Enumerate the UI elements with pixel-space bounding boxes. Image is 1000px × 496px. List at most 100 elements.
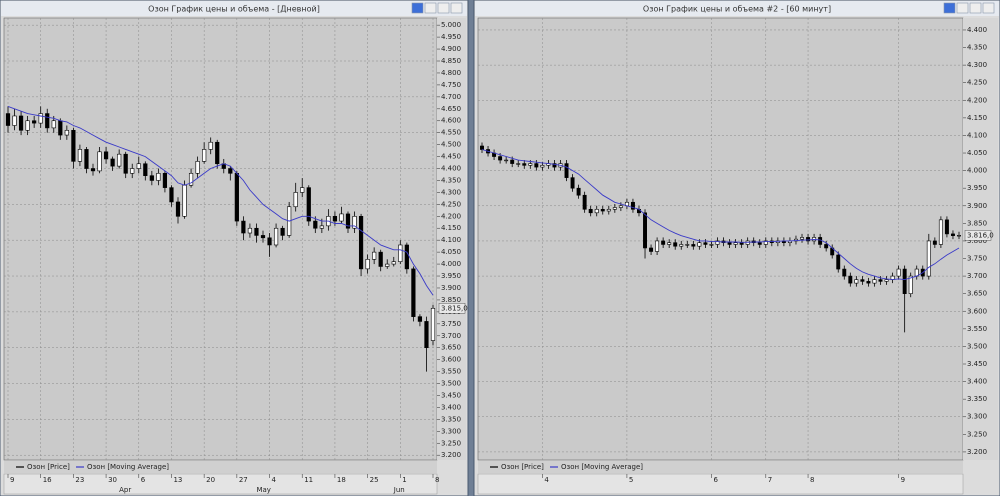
- y-tick-label: 3.400: [441, 403, 461, 411]
- month-label: May: [256, 486, 270, 494]
- y-tick-label: 3.950: [967, 184, 987, 192]
- candle-body: [950, 233, 955, 236]
- x-tick-label: 6: [713, 476, 718, 484]
- candle-body: [273, 227, 279, 246]
- y-tick-label: 4.200: [441, 212, 461, 220]
- candle-body: [84, 149, 89, 169]
- candle-body: [267, 237, 272, 246]
- x-tick-label: 5: [629, 476, 633, 484]
- y-tick-label: 4.450: [441, 153, 461, 161]
- candle-body: [103, 151, 109, 160]
- candle-body: [5, 113, 11, 126]
- candle-body: [540, 165, 545, 168]
- window-button[interactable]: [943, 2, 956, 14]
- window-title: Озон График цены и объема #2 - [60 минут…: [643, 5, 831, 14]
- window-button[interactable]: [982, 2, 995, 14]
- y-tick-label: 3.450: [967, 360, 987, 368]
- candle-body: [896, 268, 901, 277]
- legend-strip: [4, 461, 437, 473]
- candle-body: [45, 113, 50, 129]
- candle-body: [319, 225, 324, 229]
- y-tick-label: 3.200: [967, 448, 987, 456]
- candle-body: [733, 242, 738, 245]
- axis-strip: [437, 18, 466, 460]
- window-button[interactable]: [450, 2, 463, 14]
- candle-body: [143, 163, 148, 176]
- candle-body: [130, 168, 135, 174]
- last-price-label: 3.815,0: [441, 304, 468, 312]
- y-tick-label: 4.050: [967, 149, 987, 157]
- candle-body: [378, 251, 383, 267]
- y-tick-label: 4.350: [967, 44, 987, 52]
- y-tick-label: 3.600: [441, 356, 461, 364]
- candle-body: [12, 115, 17, 126]
- candle-body: [417, 316, 423, 322]
- candle-body: [842, 268, 847, 277]
- candle-body: [247, 227, 253, 234]
- candle-body: [884, 279, 889, 282]
- candle-body: [510, 159, 515, 164]
- candle-body: [430, 307, 436, 341]
- candle-body: [260, 235, 266, 239]
- candle-body: [685, 244, 690, 246]
- candle-body: [480, 145, 484, 150]
- candle-body: [926, 240, 931, 277]
- candle-body: [715, 240, 720, 245]
- y-tick-label: 3.800: [967, 237, 987, 245]
- y-tick-label: 3.300: [441, 427, 461, 435]
- y-tick-label: 5.000: [441, 21, 461, 29]
- y-tick-label: 4.250: [441, 200, 461, 208]
- y-tick-label: 3.750: [441, 320, 461, 328]
- candle-body: [902, 268, 907, 294]
- y-tick-label: 3.500: [441, 380, 461, 388]
- candle-body: [836, 254, 841, 270]
- candle-body: [97, 151, 102, 172]
- y-tick-label: 4.200: [967, 96, 987, 104]
- x-tick-label: 9: [901, 476, 905, 484]
- candle-body: [228, 168, 233, 174]
- candle-body: [300, 187, 305, 193]
- x-tick-label: 1: [402, 476, 406, 484]
- candle-body: [280, 227, 285, 236]
- candle-body: [169, 187, 174, 203]
- y-tick-label: 4.000: [967, 167, 987, 175]
- candle-body: [339, 213, 344, 222]
- y-tick-label: 4.750: [441, 81, 461, 89]
- candle-body: [582, 194, 587, 210]
- candle-body: [594, 208, 599, 214]
- title-bar: [1, 1, 467, 16]
- candle-body: [117, 153, 122, 167]
- window-button[interactable]: [956, 2, 969, 14]
- y-tick-label: 3.550: [967, 325, 987, 333]
- y-tick-label: 3.650: [967, 290, 987, 298]
- candle-body: [241, 220, 246, 234]
- candle-body: [806, 237, 811, 242]
- candle-body: [630, 201, 635, 210]
- moving-average-line: [7, 105, 434, 296]
- y-tick-label: 3.500: [967, 342, 987, 350]
- legend-label: Озон [Moving Average]: [87, 463, 169, 471]
- x-tick-label: 6: [141, 476, 146, 484]
- y-tick-label: 4.850: [441, 57, 461, 65]
- y-tick-label: 4.150: [967, 114, 987, 122]
- candle-body: [424, 321, 429, 349]
- candle-body: [534, 163, 539, 168]
- x-tick-label: 4: [272, 476, 277, 484]
- month-label: Jun: [393, 486, 405, 494]
- candle-body: [661, 240, 666, 245]
- window-button[interactable]: [969, 2, 982, 14]
- window-button[interactable]: [437, 2, 450, 14]
- candle-body: [643, 212, 647, 249]
- x-axis-strip: [477, 473, 964, 495]
- candle-body: [618, 205, 623, 208]
- y-tick-label: 4.600: [441, 117, 461, 125]
- x-tick-label: 9: [10, 476, 14, 484]
- candle-body: [182, 184, 187, 217]
- candle-body: [588, 208, 593, 214]
- window-button[interactable]: [424, 2, 437, 14]
- y-tick-label: 4.700: [441, 93, 461, 101]
- y-tick-label: 3.700: [441, 332, 461, 340]
- window-button[interactable]: [411, 2, 424, 14]
- candle-body: [71, 129, 76, 162]
